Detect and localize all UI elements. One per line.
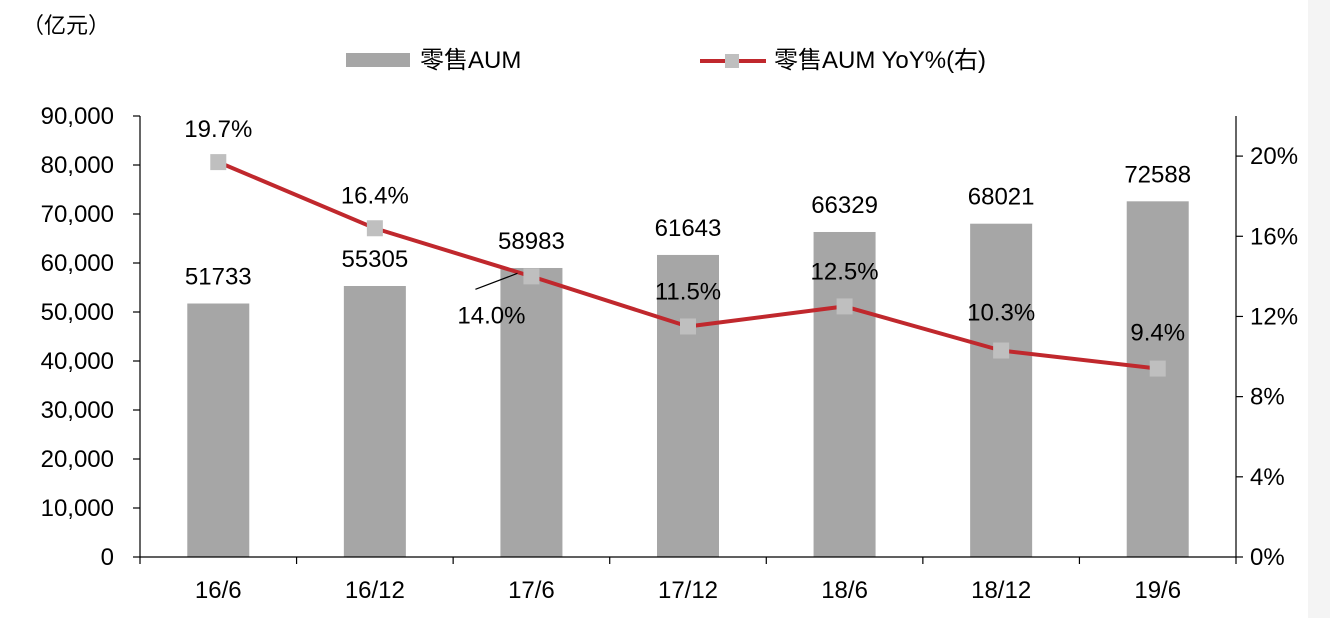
x-tick-label-5: 18/12 (971, 577, 1031, 604)
yoy-marker-1 (366, 220, 383, 237)
line-label-6: 9.4% (1130, 320, 1185, 347)
y-right-tick-label-4: 16% (1250, 223, 1298, 250)
x-tick-label-4: 18/6 (821, 577, 868, 604)
y-left-tick-label-0: 0 (101, 544, 114, 571)
y-left-tick-label-1: 10,000 (41, 495, 114, 522)
yoy-marker-5 (993, 342, 1010, 359)
bar-label-3: 61643 (655, 215, 722, 242)
bar-3 (657, 254, 719, 558)
bar-label-4: 66329 (811, 192, 878, 219)
y-left-tick-label-7: 70,000 (41, 201, 114, 228)
bar-6 (1126, 201, 1189, 558)
y-left-tick-label-3: 30,000 (41, 397, 114, 424)
y-left-tick-label-8: 80,000 (41, 152, 114, 179)
line-label-leader-2 (475, 272, 518, 290)
legend-label-line: 零售AUM YoY%(右) (774, 47, 986, 74)
bar-label-0: 51733 (185, 264, 252, 291)
unit-label: （亿元） (22, 13, 110, 38)
bar-label-1: 55305 (341, 246, 408, 273)
y-right-tick-label-5: 20% (1250, 143, 1298, 170)
bar-4 (813, 231, 876, 557)
y-left-tick-label-9: 90,000 (41, 103, 114, 130)
legend-label-bar: 零售AUM (420, 47, 521, 74)
legend-bar-swatch (346, 53, 410, 67)
legend-marker-swatch (725, 54, 739, 68)
bar-label-2: 58983 (498, 228, 565, 255)
line-label-2: 14.0% (457, 302, 525, 329)
bar-1 (343, 286, 406, 557)
line-label-1: 16.4% (341, 182, 409, 209)
y-left-tick-label-6: 60,000 (41, 250, 114, 277)
x-tick-label-2: 17/6 (508, 577, 555, 604)
x-tick-label-0: 16/6 (195, 577, 242, 604)
bar-5 (970, 223, 1033, 558)
line-label-5: 10.3% (967, 300, 1035, 327)
x-tick-label-6: 19/6 (1134, 577, 1181, 604)
y-left-tick-label-2: 20,000 (41, 446, 114, 473)
yoy-marker-0 (210, 154, 227, 171)
bar-label-5: 68021 (968, 184, 1035, 211)
bar-label-6: 72588 (1124, 161, 1191, 188)
y-left-tick-label-5: 50,000 (41, 299, 114, 326)
x-tick-label-3: 17/12 (658, 577, 718, 604)
yoy-marker-2 (523, 268, 540, 285)
y-right-tick-label-3: 12% (1250, 303, 1298, 330)
y-right-tick-label-1: 4% (1250, 464, 1285, 491)
line-label-0: 19.7% (184, 116, 252, 143)
x-tick-label-1: 16/12 (345, 577, 405, 604)
yoy-marker-3 (680, 318, 696, 335)
y-right-tick-label-2: 8% (1250, 384, 1285, 411)
page-edge-strip (1308, 0, 1330, 618)
line-label-4: 12.5% (811, 258, 879, 285)
yoy-marker-6 (1149, 360, 1166, 377)
y-right-tick-label-0: 0% (1250, 544, 1285, 571)
y-left-tick-label-4: 40,000 (41, 348, 114, 375)
yoy-marker-4 (836, 298, 853, 315)
bar-2 (500, 267, 563, 557)
line-label-3: 11.5% (655, 278, 721, 305)
bar-0 (187, 303, 250, 557)
